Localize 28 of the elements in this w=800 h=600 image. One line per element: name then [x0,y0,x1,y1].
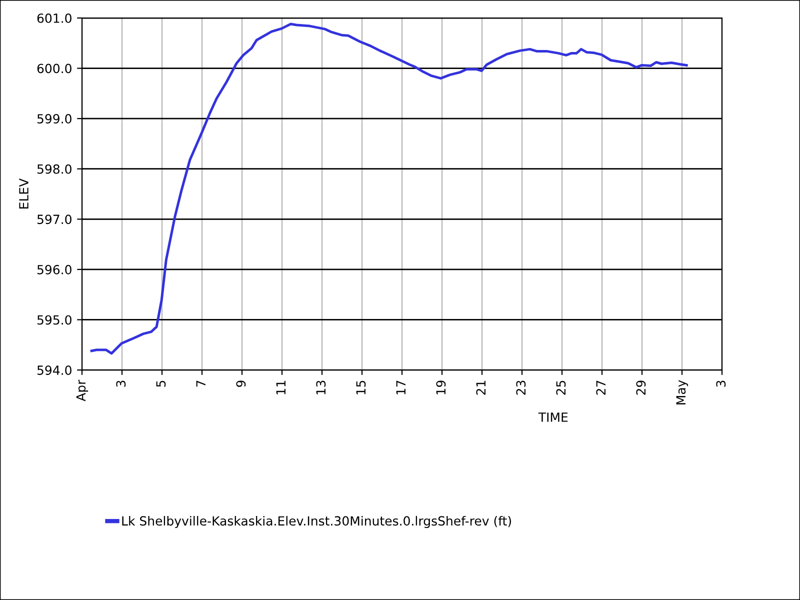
y-axis-title: ELEV [19,178,28,208]
x-tick-label: 3 [716,380,726,387]
x-tick-label: 29 [636,380,646,395]
x-tick-label: 9 [236,380,246,387]
y-tick-label: 596.0 [37,264,72,274]
x-tick-label: 7 [196,380,206,387]
x-tick-label: 21 [476,380,486,395]
x-tick-label: 5 [156,380,166,387]
y-tick-label: 594.0 [37,365,72,375]
x-tick-label: 19 [436,380,446,394]
x-tick-label: Apr [76,380,88,402]
x-tick-label: 17 [396,380,406,394]
x-tick-label: 23 [516,380,526,395]
y-tick-label: 598.0 [37,164,72,174]
x-tick-label: 3 [116,380,126,387]
x-tick-label: 27 [596,380,606,395]
x-tick-label: 13 [316,380,326,394]
legend-label: Lk Shelbyville-Kaskaskia.Elev.Inst.30Minutes.0.lrgsShef-rev (ft) [122,516,511,528]
y-tick-label: 601.0 [37,13,72,23]
y-tick-label: 597.0 [37,214,72,224]
x-tick-label: May [676,380,688,404]
y-tick-label: 599.0 [37,114,72,124]
x-tick-label: 25 [556,380,566,395]
x-tick-label: 15 [356,380,366,394]
x-tick-label: 11 [276,380,286,394]
y-tick-label: 595.0 [37,315,72,325]
y-tick-label: 600.0 [37,64,72,74]
x-axis-title: TIME [538,412,568,422]
